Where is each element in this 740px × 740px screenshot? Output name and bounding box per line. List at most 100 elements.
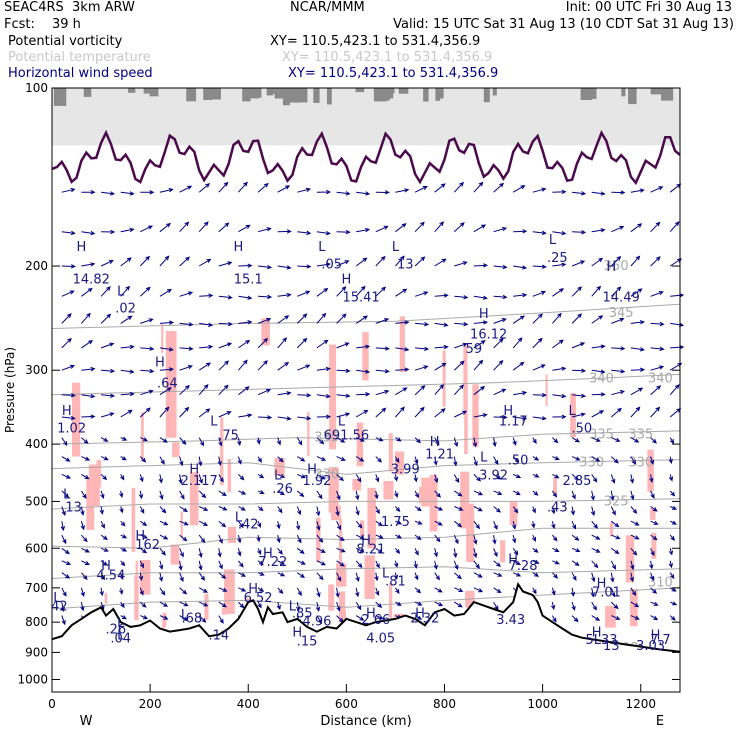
wind-arrow xyxy=(99,506,104,515)
extremum-value: 4.96 xyxy=(302,615,331,630)
wind-arrow xyxy=(336,547,346,553)
wind-arrow xyxy=(512,534,517,544)
wind-arrow xyxy=(591,474,598,483)
wind-arrow xyxy=(454,342,468,349)
theta-contour xyxy=(51,303,681,329)
wind-arrow xyxy=(415,321,430,327)
extremum-marker: H xyxy=(597,576,607,591)
wind-arrow xyxy=(355,257,368,267)
wind-arrow xyxy=(256,535,261,543)
wind-arrow xyxy=(668,456,673,465)
extremum-value: 8.21 xyxy=(356,542,385,557)
wind-arrow xyxy=(649,474,654,484)
extremum-marker: H xyxy=(508,553,518,568)
wind-arrow xyxy=(512,315,525,324)
wind-arrow xyxy=(179,291,194,297)
pv-shade-patch xyxy=(224,569,235,614)
wind-arrow xyxy=(393,572,399,580)
wind-arrow xyxy=(375,456,383,463)
wind-arrow xyxy=(493,388,507,396)
wind-arrow xyxy=(179,587,188,595)
wind-arrow xyxy=(434,601,444,607)
wind-arrow xyxy=(99,587,104,597)
wind-arrow xyxy=(670,345,685,350)
wind-arrow xyxy=(257,489,265,494)
x-tick-label: 800 xyxy=(433,697,456,711)
extremum-marker: H xyxy=(62,404,72,419)
wind-arrow xyxy=(629,474,635,484)
wind-arrow xyxy=(198,572,206,581)
wind-arrow xyxy=(80,601,85,612)
wind-arrow xyxy=(159,188,174,193)
wind-arrow xyxy=(610,407,622,418)
wind-arrow xyxy=(512,548,519,556)
wind-arrow xyxy=(198,384,209,396)
wind-arrow xyxy=(315,601,321,612)
pv-shade-patch xyxy=(500,540,506,563)
wind-arrow xyxy=(650,221,661,233)
wind-arrow xyxy=(218,222,230,233)
extremum-value: 3.03 xyxy=(636,639,665,654)
extremum-value: 1.75 xyxy=(381,515,410,530)
wind-arrow xyxy=(257,548,262,555)
wind-arrow xyxy=(159,406,170,418)
wind-arrow xyxy=(512,572,522,577)
wind-arrow xyxy=(395,534,403,539)
wind-arrow xyxy=(296,547,305,554)
wind-arrow xyxy=(375,474,380,483)
extremum-value: 2.66 xyxy=(361,613,390,628)
wind-arrow xyxy=(100,313,112,324)
wind-arrow xyxy=(591,191,606,196)
wind-arrow xyxy=(119,572,124,580)
wind-arrow xyxy=(649,560,654,570)
pv-shade-patch xyxy=(172,442,180,458)
wind-arrow xyxy=(198,474,203,484)
wind-arrow xyxy=(454,587,464,592)
wind-arrow xyxy=(120,547,128,552)
extremum-marker: H xyxy=(189,463,199,478)
y-tick-label: 200 xyxy=(25,259,48,273)
wind-arrow xyxy=(81,414,96,419)
wind-arrow xyxy=(258,415,273,420)
wind-arrow xyxy=(277,416,292,421)
wind-arrow xyxy=(159,587,166,596)
pv-shade-patch xyxy=(204,593,209,620)
wind-arrow xyxy=(610,474,616,484)
wind-arrow xyxy=(238,295,253,300)
wind-arrow xyxy=(434,344,449,350)
wind-arrow xyxy=(669,601,678,606)
wind-arrow xyxy=(414,534,422,541)
wind-arrow xyxy=(238,181,248,193)
wind-arrow xyxy=(61,230,76,236)
wind-arrow xyxy=(257,506,264,512)
theta-contour xyxy=(51,587,681,610)
wind-arrow xyxy=(611,346,626,351)
wind-arrow xyxy=(513,416,528,421)
wind-arrow xyxy=(532,437,537,444)
stratosphere-patch xyxy=(435,88,444,99)
wind-arrow xyxy=(101,393,116,398)
wind-arrow xyxy=(277,587,284,594)
wind-arrow xyxy=(375,506,380,515)
wind-arrow xyxy=(257,521,262,528)
wind-arrow xyxy=(532,456,540,461)
wind-arrow xyxy=(81,437,89,444)
extremum-marker: H xyxy=(135,529,145,544)
wind-arrow xyxy=(61,560,72,565)
y-tick-label: 1000 xyxy=(17,672,48,686)
wind-arrow xyxy=(198,534,206,544)
wind-arrow xyxy=(159,547,166,556)
extremum-value: 3.43 xyxy=(496,613,525,628)
wind-arrow xyxy=(356,392,371,397)
wind-arrow xyxy=(571,560,580,567)
wind-arrow xyxy=(336,412,351,418)
extremum-value: 1.17 xyxy=(499,415,528,430)
wind-arrow xyxy=(630,223,643,233)
wind-arrow xyxy=(590,587,595,598)
x-tick-label: 400 xyxy=(237,697,260,711)
wind-arrow xyxy=(159,347,174,352)
wind-arrow xyxy=(611,615,621,620)
wind-arrow xyxy=(158,474,163,484)
wind-arrow xyxy=(531,521,536,529)
extremum-value: .14 xyxy=(208,629,229,644)
